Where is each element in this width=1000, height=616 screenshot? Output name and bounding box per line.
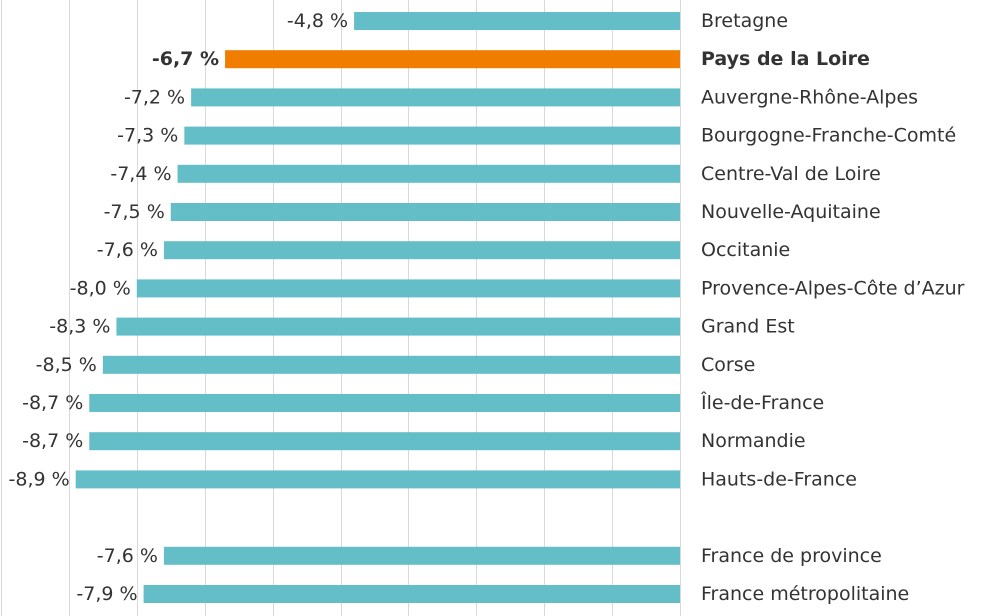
value-label: -7,3 %: [117, 125, 178, 147]
value-label: -8,9 %: [9, 468, 70, 490]
category-label: Corse: [701, 354, 755, 376]
value-label: -8,5 %: [36, 354, 97, 376]
bar: [136, 279, 681, 298]
bar: [163, 241, 680, 260]
category-label: France métropolitaine: [701, 583, 909, 605]
category-label: Nouvelle-Aquitaine: [701, 201, 881, 223]
value-label: -8,0 %: [70, 277, 131, 299]
bar: [225, 50, 680, 69]
bar: [170, 203, 680, 221]
bar: [184, 126, 680, 145]
category-label: Grand Est: [701, 316, 795, 338]
category-label: Normandie: [701, 430, 806, 452]
value-label: -4,8 %: [287, 10, 348, 32]
bar: [354, 12, 680, 30]
bar: [163, 546, 680, 565]
bar: [102, 355, 681, 374]
value-label: -7,2 %: [124, 86, 185, 108]
category-label: Bourgogne-Franche-Comté: [701, 125, 956, 147]
value-label: -8,7 %: [22, 392, 83, 414]
value-labels: -4,8 % -6,7 % -7,2 % -7,3 % -7,4 % -7,5 % -7,6…: [9, 10, 349, 605]
bars: [75, 12, 681, 603]
bar: [191, 88, 680, 107]
bar: [75, 470, 680, 489]
category-label: France de province: [701, 545, 882, 567]
value-label: -7,9 %: [76, 583, 137, 605]
value-label: -6,7 %: [152, 48, 219, 70]
category-labels: Bretagne Pays de la Loire Auvergne-Rhône-A…: [700, 10, 965, 605]
category-label: Centre-Val de Loire: [701, 163, 881, 185]
value-label: -8,3 %: [49, 316, 110, 338]
category-label: Auvergne-Rhône-Alpes: [701, 86, 918, 108]
value-label: -7,5 %: [104, 201, 165, 223]
category-label: Île-de-France: [700, 391, 824, 414]
value-label: -7,6 %: [97, 545, 158, 567]
category-label: Provence-Alpes-Côte d’Azur: [701, 277, 965, 299]
value-label: -8,7 %: [22, 430, 83, 452]
category-label: Hauts-de-France: [701, 468, 857, 490]
category-label: Occitanie: [701, 239, 790, 261]
value-label: -7,6 %: [97, 239, 158, 261]
bar: [143, 585, 681, 603]
category-label: Bretagne: [701, 10, 788, 32]
bar: [116, 317, 681, 336]
category-label: Pays de la Loire: [701, 48, 870, 70]
value-label: -7,4 %: [110, 163, 171, 185]
bar: [177, 164, 681, 183]
bar: [89, 432, 680, 451]
bar: [89, 394, 680, 412]
